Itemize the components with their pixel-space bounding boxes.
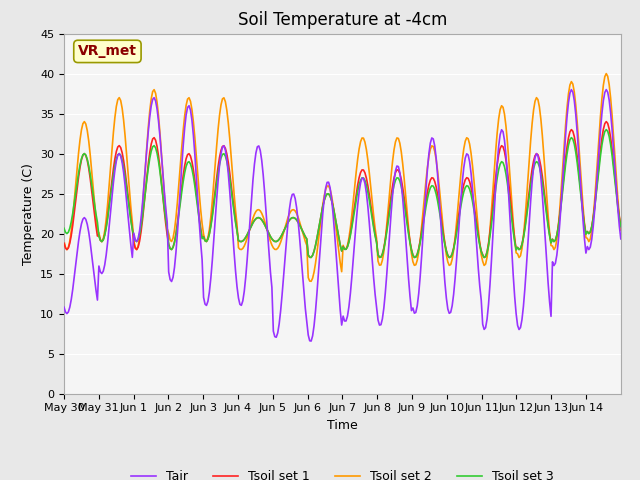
- Y-axis label: Temperature (C): Temperature (C): [22, 163, 35, 264]
- X-axis label: Time: Time: [327, 419, 358, 432]
- Text: VR_met: VR_met: [78, 44, 137, 59]
- Legend: Tair, Tsoil set 1, Tsoil set 2, Tsoil set 3: Tair, Tsoil set 1, Tsoil set 2, Tsoil se…: [126, 465, 559, 480]
- Title: Soil Temperature at -4cm: Soil Temperature at -4cm: [237, 11, 447, 29]
